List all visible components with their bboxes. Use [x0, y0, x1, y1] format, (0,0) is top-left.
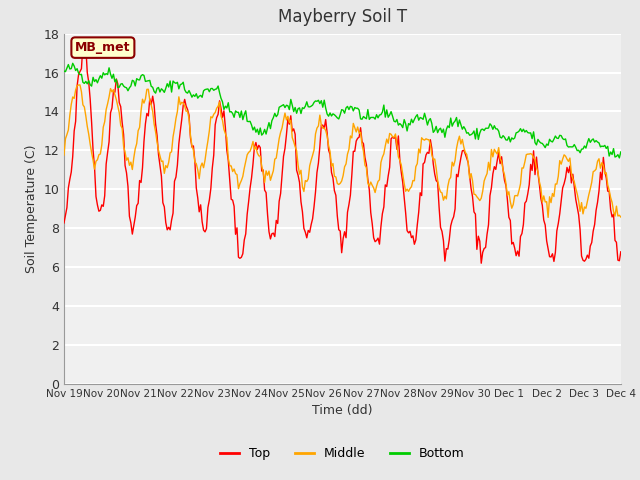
Y-axis label: Soil Temperature (C): Soil Temperature (C) — [25, 144, 38, 273]
Title: Mayberry Soil T: Mayberry Soil T — [278, 9, 407, 26]
X-axis label: Time (dd): Time (dd) — [312, 405, 372, 418]
Legend: Top, Middle, Bottom: Top, Middle, Bottom — [215, 443, 470, 465]
Text: MB_met: MB_met — [75, 41, 131, 54]
